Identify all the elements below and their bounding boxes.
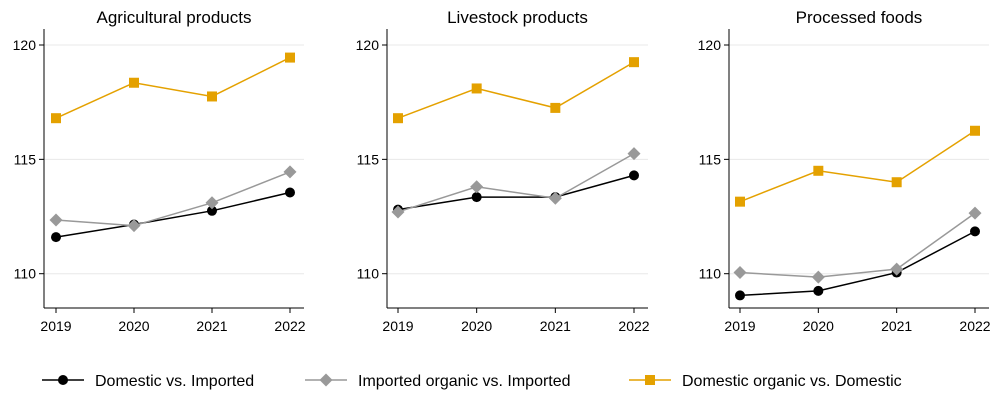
chart-panel-2: Livestock products 110 115 120 2019 2020 2021 2… (356, 8, 650, 334)
data-point (285, 52, 295, 63)
data-point (970, 226, 980, 237)
series-line (55, 191, 291, 238)
data-point (970, 125, 980, 136)
data-point (391, 205, 405, 219)
panel-title: Livestock products (447, 8, 588, 27)
series-2 (733, 206, 982, 284)
series-2 (49, 165, 297, 233)
y-tick-label: 110 (14, 266, 37, 282)
data-point (51, 232, 61, 243)
data-point (393, 113, 403, 124)
data-point (471, 192, 482, 203)
legend-marker (58, 375, 68, 385)
series-3 (735, 125, 980, 207)
legend: Domestic vs. Imported Imported organic vs… (42, 373, 902, 390)
series-line (739, 212, 976, 278)
series-3 (393, 57, 639, 124)
data-point (550, 102, 561, 113)
data-point (890, 262, 904, 276)
series-line (397, 61, 635, 119)
data-point (813, 165, 824, 176)
x-tick-label: 2019 (382, 318, 413, 334)
series-line (55, 56, 291, 119)
data-point (813, 285, 824, 296)
data-point (629, 170, 639, 181)
data-point (49, 213, 63, 227)
series-1 (735, 226, 980, 301)
x-tick-label: 2020 (461, 318, 492, 334)
data-point (891, 177, 902, 188)
x-tick-label: 2022 (959, 318, 990, 334)
y-tick-label: 120 (356, 37, 380, 53)
y-tick-label: 115 (357, 151, 380, 167)
series-2 (391, 147, 641, 219)
legend-marker (645, 375, 655, 385)
series-1 (51, 187, 295, 243)
data-point (735, 290, 745, 301)
x-tick-label: 2020 (118, 318, 149, 334)
legend-label: Domestic organic vs. Domestic (682, 373, 902, 390)
series-line (397, 152, 635, 213)
data-point (205, 196, 219, 210)
series-3 (51, 52, 295, 124)
data-point (733, 266, 747, 280)
panel-title: Processed foods (796, 8, 923, 27)
y-tick-label: 120 (13, 37, 37, 53)
y-tick-label: 115 (699, 151, 722, 167)
data-point (735, 196, 745, 207)
x-tick-label: 2021 (540, 318, 571, 334)
x-tick-label: 2022 (274, 318, 305, 334)
series-line (397, 174, 635, 211)
legend-marker (319, 373, 333, 387)
x-tick-label: 2020 (803, 318, 834, 334)
y-tick-label: 110 (357, 266, 380, 282)
data-point (471, 83, 482, 94)
data-point (129, 77, 139, 88)
x-tick-label: 2021 (881, 318, 912, 334)
legend-item-3: Domestic organic vs. Domestic (629, 373, 902, 390)
data-point (127, 219, 141, 233)
data-point (470, 180, 484, 194)
data-point (283, 165, 297, 179)
y-tick-label: 115 (14, 151, 37, 167)
y-tick-label: 120 (698, 37, 722, 53)
data-point (968, 206, 982, 220)
series-line (739, 130, 976, 203)
x-tick-label: 2019 (724, 318, 755, 334)
series-line (739, 230, 976, 297)
data-point (285, 187, 295, 198)
x-tick-label: 2021 (196, 318, 227, 334)
data-point (627, 147, 641, 161)
x-tick-label: 2022 (618, 318, 649, 334)
legend-label: Imported organic vs. Imported (358, 373, 571, 390)
data-point (207, 91, 217, 102)
chart-panel-3: Processed foods 110 115 120 2019 2020 2021 2022 (698, 8, 991, 334)
data-point (548, 191, 562, 205)
legend-item-2: Imported organic vs. Imported (305, 373, 571, 390)
series-line (55, 171, 291, 227)
data-point (629, 57, 639, 68)
data-point (811, 270, 825, 284)
legend-item-1: Domestic vs. Imported (42, 373, 254, 390)
x-tick-label: 2019 (40, 318, 71, 334)
y-tick-label: 110 (699, 266, 722, 282)
chart-panel-1: Agricultural products 110 115 120 2019 2020 20… (13, 8, 306, 334)
data-point (51, 113, 61, 124)
legend-label: Domestic vs. Imported (95, 373, 254, 390)
panel-title: Agricultural products (97, 8, 252, 27)
data-point (207, 205, 217, 216)
